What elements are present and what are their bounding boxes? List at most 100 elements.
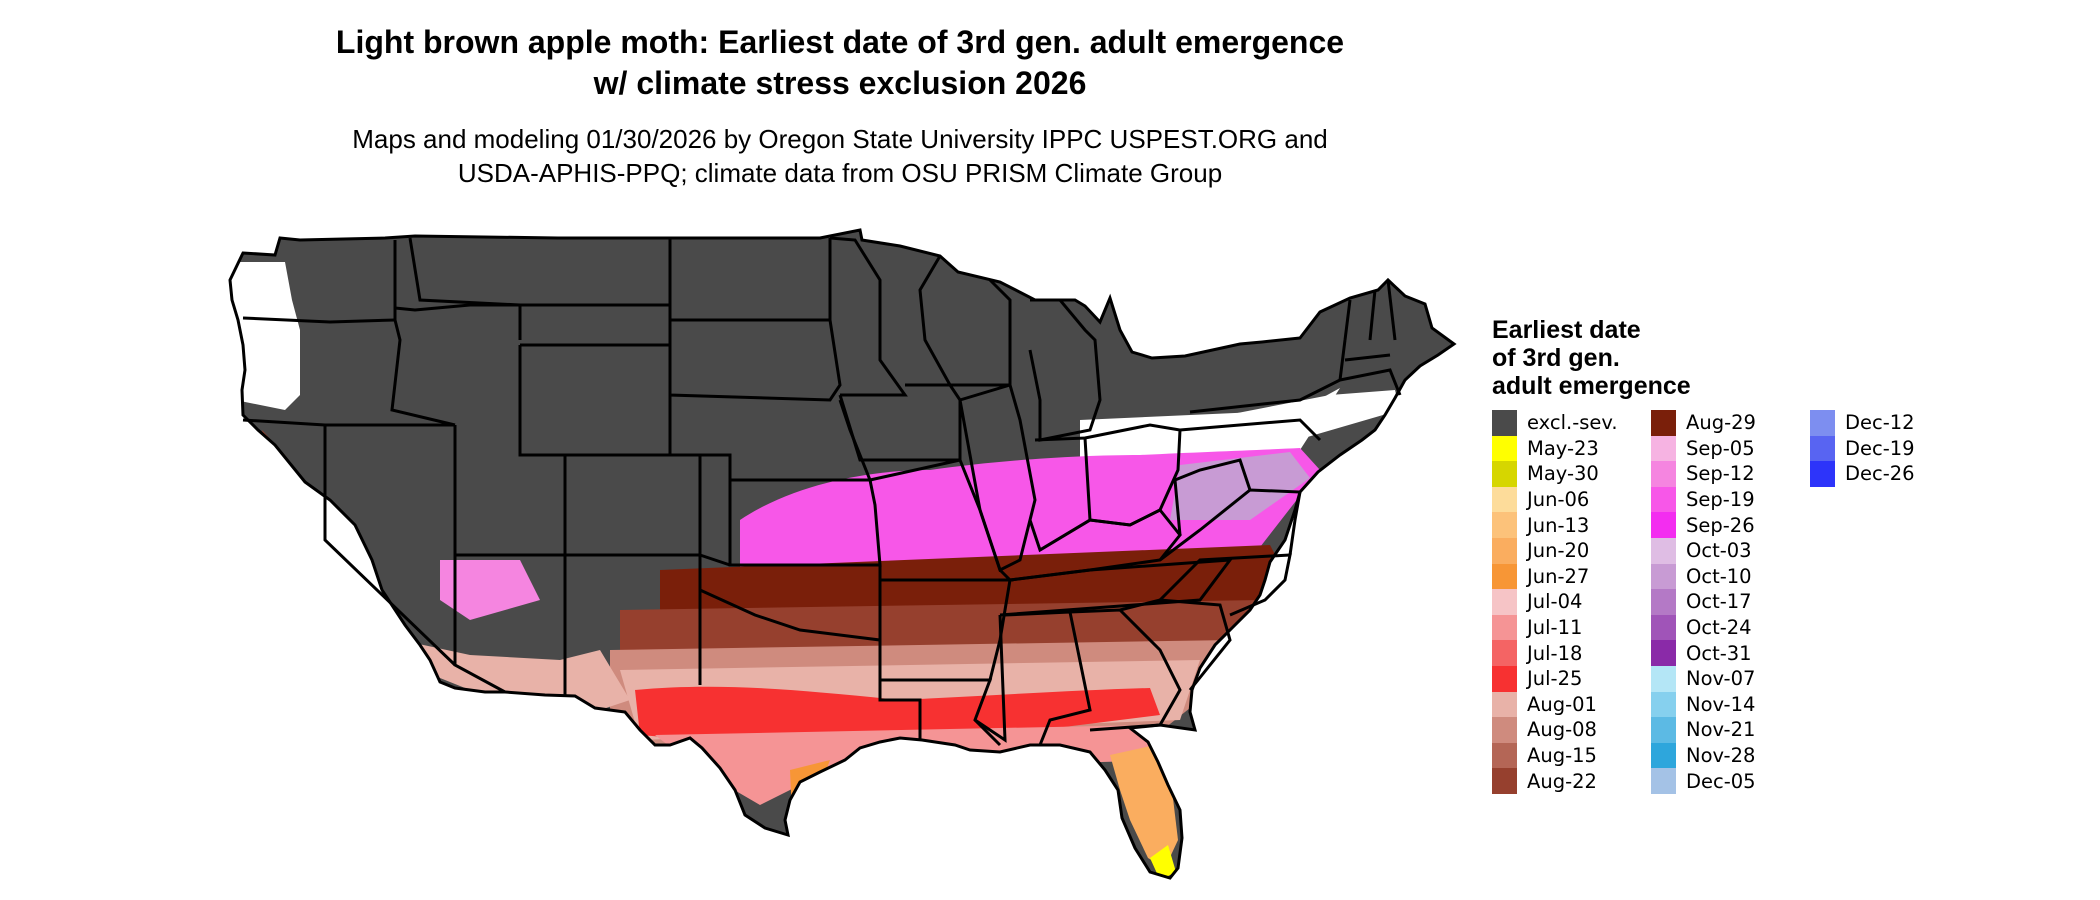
legend-label: Nov-14 [1686, 692, 1756, 716]
us-outline [228, 228, 1457, 880]
illinois-border [958, 383, 1037, 573]
legend-swatch [1492, 589, 1517, 615]
legend-swatch [1651, 640, 1676, 666]
legend-label: Jul-18 [1527, 641, 1583, 665]
legend-swatch [1492, 717, 1517, 743]
legend-label: Dec-05 [1686, 769, 1756, 793]
legend-swatch [1651, 691, 1676, 718]
wa-or-border [242, 316, 396, 324]
legend-item: Aug-15 [1492, 742, 1639, 769]
legend-swatch [1810, 435, 1835, 462]
legend-item: Nov-14 [1651, 691, 1798, 718]
map-fill-layers [230, 230, 1454, 878]
legend-label: Jun-13 [1527, 513, 1590, 537]
iowa-border [838, 383, 962, 462]
legend-item: Aug-01 [1492, 691, 1639, 718]
legend-label: Jun-20 [1527, 539, 1590, 563]
legend-item: Dec-26 [1810, 461, 1957, 487]
new-england-state-borders [1343, 289, 1391, 362]
legend-column: Dec-12 Dec-19 Dec-26 [1810, 410, 1957, 794]
legend-column: excl.-sev. May-23 May-30 Jun-06 Jun-13 Jun-20… [1492, 410, 1639, 794]
utah-border [453, 345, 567, 557]
south-dakota-border [668, 319, 842, 402]
legend-label: Sep-12 [1686, 462, 1755, 486]
legend-label: Aug-15 [1527, 744, 1597, 768]
southwest-sep-12-band [440, 560, 540, 620]
legend-swatch [1492, 742, 1517, 769]
legend-label: Aug-01 [1527, 692, 1597, 716]
legend-label: Sep-19 [1686, 488, 1755, 512]
legend-label: Aug-08 [1527, 718, 1597, 742]
legend-item: Sep-26 [1651, 512, 1798, 538]
legend-swatch [1492, 486, 1517, 513]
legend-swatch [1492, 410, 1517, 436]
legend-item: Aug-29 [1651, 410, 1798, 436]
title-line-2: w/ climate stress exclusion 2026 [593, 65, 1087, 101]
legend-title-line-2: of 3rd gen. [1492, 344, 1620, 372]
michigan-lp-border [1028, 298, 1102, 442]
legend-label: Oct-03 [1686, 539, 1752, 563]
jul-25-band [635, 686, 1160, 740]
legend-swatch [1651, 537, 1676, 564]
minnesota-border [829, 236, 908, 397]
legend-swatch [1492, 665, 1517, 692]
legend-title-line-3: adult emergence [1492, 372, 1691, 400]
legend-item: Jul-04 [1492, 589, 1639, 615]
south-carolina-border [1119, 598, 1232, 691]
legend-label: Jun-06 [1527, 488, 1590, 512]
maine-border [1386, 279, 1397, 341]
legend-item: Oct-31 [1651, 640, 1798, 666]
subtitle-line-1: Maps and modeling 01/30/2026 by Oregon S… [352, 124, 1328, 154]
legend-item: Jun-06 [1492, 486, 1639, 513]
subtitle-line-2: USDA-APHIS-PPQ; climate data from OSU PR… [457, 158, 1223, 188]
legend-label: Oct-24 [1686, 616, 1752, 640]
new-york-border [1189, 339, 1347, 414]
southwest-aug-01-band [400, 640, 630, 710]
legend-label: May-23 [1527, 436, 1599, 460]
legend-label: May-30 [1527, 462, 1599, 486]
north-dakota-border [668, 238, 832, 322]
idaho-montana-border [394, 303, 522, 340]
arizona-border [453, 555, 506, 694]
legend-item: May-23 [1492, 435, 1639, 462]
legend-item: Sep-05 [1651, 435, 1798, 462]
title-line-1: Light brown apple moth: Earliest date of… [335, 24, 1345, 60]
montana-border [408, 237, 670, 307]
idaho-border [390, 240, 456, 427]
wisconsin-border [918, 255, 1012, 387]
legend-swatch [1492, 537, 1517, 564]
legend-item: Jul-11 [1492, 614, 1639, 641]
legend-item: Oct-03 [1651, 537, 1798, 564]
legend-label: Oct-31 [1686, 641, 1752, 665]
legend-item: Dec-05 [1651, 768, 1798, 794]
pennsylvania-border [1179, 418, 1322, 442]
new-england-south-border [1339, 368, 1402, 396]
legend-swatch [1651, 563, 1676, 590]
georgia-border [1069, 608, 1182, 732]
legend-swatch [1492, 640, 1517, 666]
louisiana-border [880, 678, 1002, 747]
legend-swatch [1492, 512, 1517, 538]
legend-title: Earliest date of 3rd gen. adult emergenc… [1492, 316, 1752, 400]
florida-june-band [1110, 745, 1178, 868]
legend-swatch [1651, 461, 1676, 487]
legend-swatch [1492, 563, 1517, 590]
legend-swatch [1810, 410, 1835, 436]
legend-label: excl.-sev. [1527, 411, 1618, 435]
legend-item: Oct-24 [1651, 614, 1798, 641]
legend-item: Jul-25 [1492, 665, 1639, 692]
legend-label: Sep-05 [1686, 436, 1755, 460]
legend-item: Nov-28 [1651, 742, 1798, 769]
legend-swatch [1651, 512, 1676, 538]
us-emergence-map [228, 228, 1457, 880]
legend-columns: excl.-sev. May-23 May-30 Jun-06 Jun-13 Jun-20… [1492, 410, 1969, 794]
legend-item: Sep-12 [1651, 461, 1798, 487]
legend-swatch [1651, 717, 1676, 743]
legend-swatch [1810, 461, 1835, 487]
virginia-border [1159, 488, 1302, 562]
legend-item: Sep-19 [1651, 486, 1798, 513]
legend-swatch [1492, 691, 1517, 718]
north-carolina-border [1158, 553, 1292, 617]
legend-label: Sep-26 [1686, 513, 1755, 537]
legend-title-line-1: Earliest date [1492, 316, 1641, 344]
